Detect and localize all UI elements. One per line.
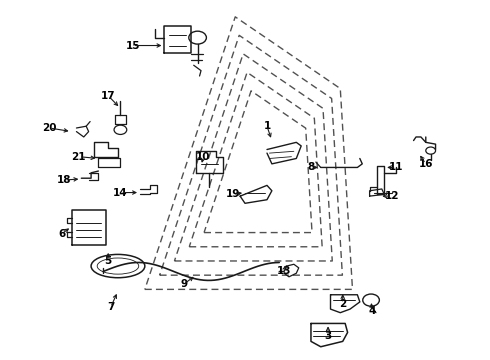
- Text: 17: 17: [101, 91, 116, 101]
- Text: 21: 21: [72, 152, 86, 162]
- Text: 11: 11: [389, 162, 404, 172]
- Text: 19: 19: [225, 189, 240, 199]
- Text: 4: 4: [368, 306, 376, 316]
- Text: 10: 10: [196, 152, 211, 162]
- Text: 8: 8: [307, 162, 315, 172]
- Text: 20: 20: [42, 123, 57, 133]
- Text: 18: 18: [57, 175, 72, 185]
- Text: 14: 14: [113, 188, 128, 198]
- Text: 13: 13: [277, 266, 292, 276]
- Text: 16: 16: [418, 159, 433, 169]
- Text: 1: 1: [263, 121, 270, 131]
- Text: 12: 12: [384, 191, 399, 201]
- Text: 9: 9: [180, 279, 188, 289]
- Text: 2: 2: [339, 299, 346, 309]
- Text: 5: 5: [104, 256, 112, 266]
- Text: 15: 15: [125, 41, 140, 50]
- Text: 7: 7: [107, 302, 114, 312]
- Text: 6: 6: [58, 229, 65, 239]
- Text: 3: 3: [324, 331, 332, 341]
